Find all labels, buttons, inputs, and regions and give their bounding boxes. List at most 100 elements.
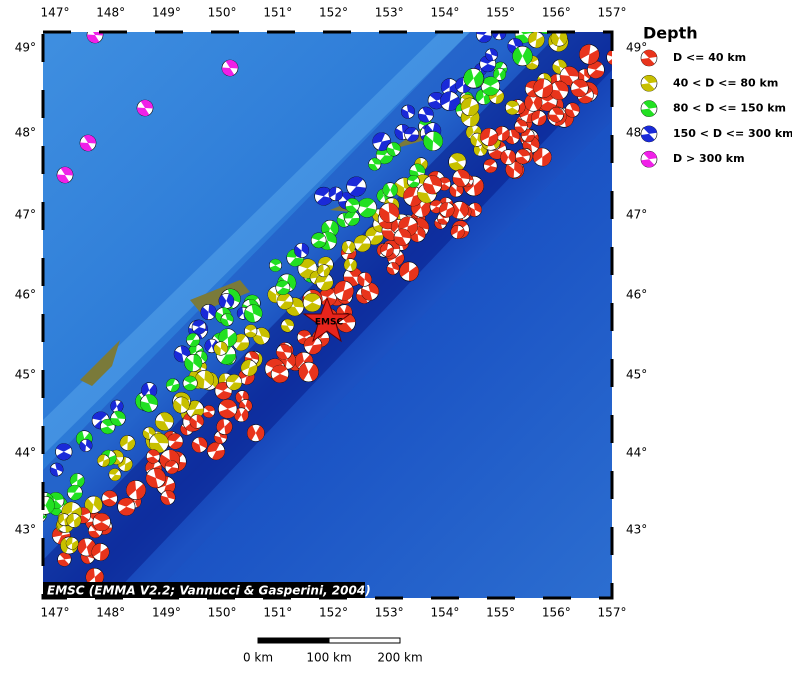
ball-quadrant xyxy=(357,274,365,287)
ball-quadrant xyxy=(169,441,183,450)
ball-quadrant xyxy=(608,59,612,65)
ball-quadrant xyxy=(394,182,405,198)
ball-quadrant xyxy=(473,70,484,88)
beachball xyxy=(207,442,226,461)
beachball xyxy=(450,224,465,239)
ball-quadrant xyxy=(180,425,188,436)
ball-quadrant xyxy=(379,155,394,164)
ball-quadrant xyxy=(492,32,500,39)
beachball xyxy=(49,462,64,477)
ball-quadrant xyxy=(643,50,657,58)
beachball xyxy=(493,67,507,81)
ball-quadrant xyxy=(281,325,291,333)
ball-quadrant xyxy=(192,320,205,328)
ball-quadrant xyxy=(195,373,205,389)
beachball xyxy=(218,293,235,309)
ball-quadrant xyxy=(320,280,334,291)
beachball xyxy=(565,102,580,118)
ball-quadrant xyxy=(643,151,657,160)
ball-quadrant xyxy=(147,449,160,457)
ball-quadrant xyxy=(535,35,545,48)
beachball xyxy=(213,341,228,356)
lon-label: 156° xyxy=(542,6,571,20)
ball-quadrant xyxy=(448,161,464,171)
ball-quadrant xyxy=(126,480,137,497)
ball-quadrant xyxy=(376,189,384,202)
ball-quadrant xyxy=(476,32,487,35)
beachball xyxy=(485,48,498,62)
beachball xyxy=(507,38,524,54)
ball-bg xyxy=(1,498,14,511)
ball-quadrant xyxy=(169,449,180,466)
beachball xyxy=(310,232,327,249)
ball-quadrant xyxy=(440,91,452,106)
ball-quadrant xyxy=(643,75,657,84)
beachball xyxy=(57,552,72,567)
ball-quadrant xyxy=(226,293,234,307)
ball-quadrant xyxy=(153,468,166,482)
ball-quadrant xyxy=(269,265,281,272)
ball-quadrant xyxy=(314,187,331,197)
beachball xyxy=(357,272,372,287)
ball-quadrant xyxy=(346,176,364,187)
ball-quadrant xyxy=(119,506,135,516)
ball-quadrant xyxy=(350,259,357,272)
ball-quadrant xyxy=(379,207,390,223)
ball-quadrant xyxy=(295,352,304,368)
ball-quadrant xyxy=(388,202,399,218)
ball-quadrant xyxy=(85,439,93,450)
ball-quadrant xyxy=(335,190,343,201)
ball-quadrant xyxy=(510,129,520,140)
beachball xyxy=(559,66,579,86)
ball-quadrant xyxy=(328,187,337,198)
ball-quadrant xyxy=(542,83,553,98)
ball-quadrant xyxy=(23,484,34,490)
ball-quadrant xyxy=(499,32,506,40)
ball-quadrant xyxy=(146,474,159,488)
ball-quadrant xyxy=(398,216,411,230)
ball-quadrant xyxy=(1,502,8,511)
lon-label: 148° xyxy=(96,606,125,620)
ball-quadrant xyxy=(284,319,294,327)
ball-quadrant xyxy=(341,241,349,253)
beachball xyxy=(164,460,179,475)
ball-quadrant xyxy=(99,547,110,561)
beachball xyxy=(640,100,658,117)
beachball xyxy=(452,169,471,187)
ball-quadrant xyxy=(481,63,496,72)
beachball xyxy=(66,513,82,528)
ball-quadrant xyxy=(428,100,443,109)
ball-quadrant xyxy=(204,370,214,386)
beachball xyxy=(346,176,367,197)
emsc-star xyxy=(302,296,352,343)
ball-quadrant xyxy=(391,262,400,271)
ball-quadrant xyxy=(93,522,110,531)
ball-quadrant xyxy=(357,198,375,208)
ball-quadrant xyxy=(450,225,459,236)
beachball xyxy=(79,134,97,152)
ball-quadrant xyxy=(60,167,73,176)
beachball xyxy=(56,166,74,184)
beachball xyxy=(191,436,208,453)
ball-quadrant xyxy=(244,309,255,323)
ball-quadrant xyxy=(380,243,389,253)
ball-quadrant xyxy=(148,427,156,437)
map-area: EMSC EMSC (EMMA V2.2; Vannucci & Gasperi… xyxy=(1,32,612,598)
scale-label: 200 km xyxy=(377,651,422,665)
beachball xyxy=(244,324,258,338)
ball-quadrant xyxy=(508,150,516,164)
ball-quadrant xyxy=(441,78,450,92)
ball-quadrant xyxy=(336,322,353,333)
ball-quadrant xyxy=(225,60,238,69)
beachball xyxy=(483,158,498,173)
ball-quadrant xyxy=(103,490,117,499)
ball-quadrant xyxy=(198,437,208,449)
beachball xyxy=(550,32,568,47)
ball-quadrant xyxy=(71,540,79,550)
ball-quadrant xyxy=(533,94,543,111)
ball-quadrant xyxy=(136,483,146,500)
ball-quadrant xyxy=(140,401,153,412)
beachball xyxy=(548,107,564,123)
ball-quadrant xyxy=(81,554,91,564)
ball-quadrant xyxy=(505,164,515,178)
